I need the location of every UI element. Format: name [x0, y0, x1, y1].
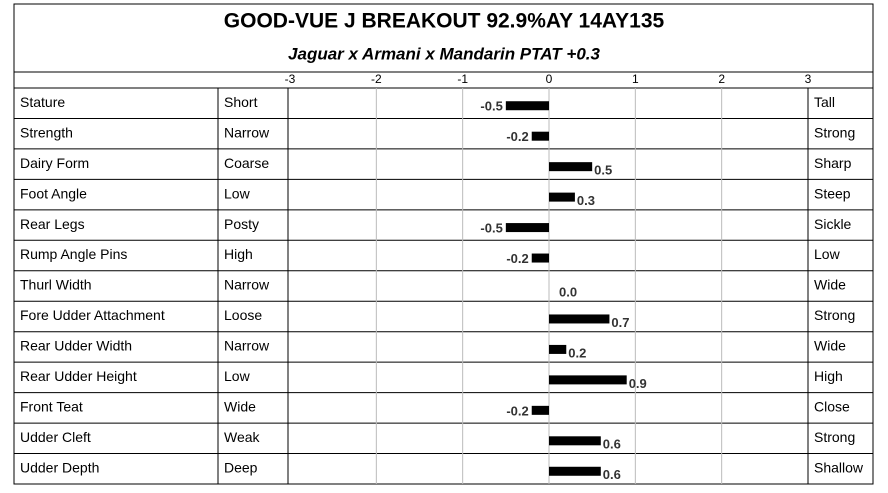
high-label: Tall: [814, 94, 835, 110]
high-label: Sharp: [814, 155, 852, 171]
bar: [549, 192, 575, 202]
high-label: Steep: [814, 185, 851, 201]
trait-label: Rear Udder Width: [20, 338, 132, 354]
low-label: Short: [224, 94, 258, 110]
low-label: Wide: [224, 399, 256, 415]
high-label: Strong: [814, 429, 855, 445]
bar: [549, 162, 593, 172]
low-label: Deep: [224, 459, 258, 475]
bar: [505, 101, 549, 111]
x-tick-label: 3: [805, 72, 812, 86]
x-tick-label: -3: [285, 72, 296, 86]
low-label: Weak: [224, 429, 261, 445]
high-label: Wide: [814, 277, 846, 293]
value-label: 0.3: [577, 193, 595, 208]
high-label: Low: [814, 246, 841, 262]
bar: [549, 436, 601, 446]
trait-label: Foot Angle: [20, 185, 87, 201]
value-label: 0.5: [594, 163, 612, 178]
value-label: -0.2: [506, 251, 528, 266]
trait-label: Rump Angle Pins: [20, 246, 127, 262]
high-label: Strong: [814, 307, 855, 323]
trait-label: Udder Depth: [20, 459, 99, 475]
trait-label: Rear Udder Height: [20, 368, 137, 384]
trait-label: Fore Udder Attachment: [20, 307, 165, 323]
x-tick-label: -2: [371, 72, 382, 86]
x-tick-label: -1: [457, 72, 468, 86]
bar: [505, 223, 549, 233]
value-label: 0.9: [629, 376, 647, 391]
trait-label: Stature: [20, 94, 65, 110]
bar: [531, 131, 549, 141]
trait-label: Thurl Width: [20, 277, 92, 293]
low-label: Loose: [224, 307, 262, 323]
bar: [549, 344, 567, 354]
chart-subtitle: Jaguar x Armani x Mandarin PTAT +0.3: [288, 44, 600, 63]
high-label: Strong: [814, 124, 855, 140]
trait-label: Dairy Form: [20, 155, 89, 171]
high-label: Sickle: [814, 216, 852, 232]
value-label: 0.0: [559, 284, 577, 299]
high-label: Wide: [814, 338, 846, 354]
low-label: Low: [224, 185, 251, 201]
trait-label: Udder Cleft: [20, 429, 91, 445]
frame: [13, 3, 874, 485]
value-label: 0.6: [603, 467, 621, 482]
low-label: Low: [224, 368, 251, 384]
x-tick-label: 1: [632, 72, 639, 86]
high-label: Shallow: [814, 459, 864, 475]
value-label: -0.5: [480, 99, 502, 114]
value-label: 0.7: [611, 315, 629, 330]
low-label: Posty: [224, 216, 259, 232]
value-label: 0.6: [603, 437, 621, 452]
bar: [531, 253, 549, 263]
trait-label: Strength: [20, 124, 73, 140]
value-label: -0.5: [480, 221, 502, 236]
low-label: High: [224, 246, 253, 262]
value-label: -0.2: [506, 129, 528, 144]
high-label: Close: [814, 399, 850, 415]
low-label: Narrow: [224, 124, 270, 140]
bar: [531, 405, 549, 415]
trait-label: Front Teat: [20, 399, 83, 415]
x-tick-label: 2: [718, 72, 725, 86]
value-label: -0.2: [506, 403, 528, 418]
x-tick-label: 0: [546, 72, 553, 86]
low-label: Narrow: [224, 277, 270, 293]
bar: [549, 314, 610, 324]
bar: [549, 375, 627, 385]
value-label: 0.2: [568, 345, 586, 360]
high-label: High: [814, 368, 843, 384]
low-label: Coarse: [224, 155, 269, 171]
bar: [549, 466, 601, 476]
trait-label: Rear Legs: [20, 216, 85, 232]
chart-title: GOOD-VUE J BREAKOUT 92.9%AY 14AY135: [224, 10, 665, 33]
low-label: Narrow: [224, 338, 270, 354]
